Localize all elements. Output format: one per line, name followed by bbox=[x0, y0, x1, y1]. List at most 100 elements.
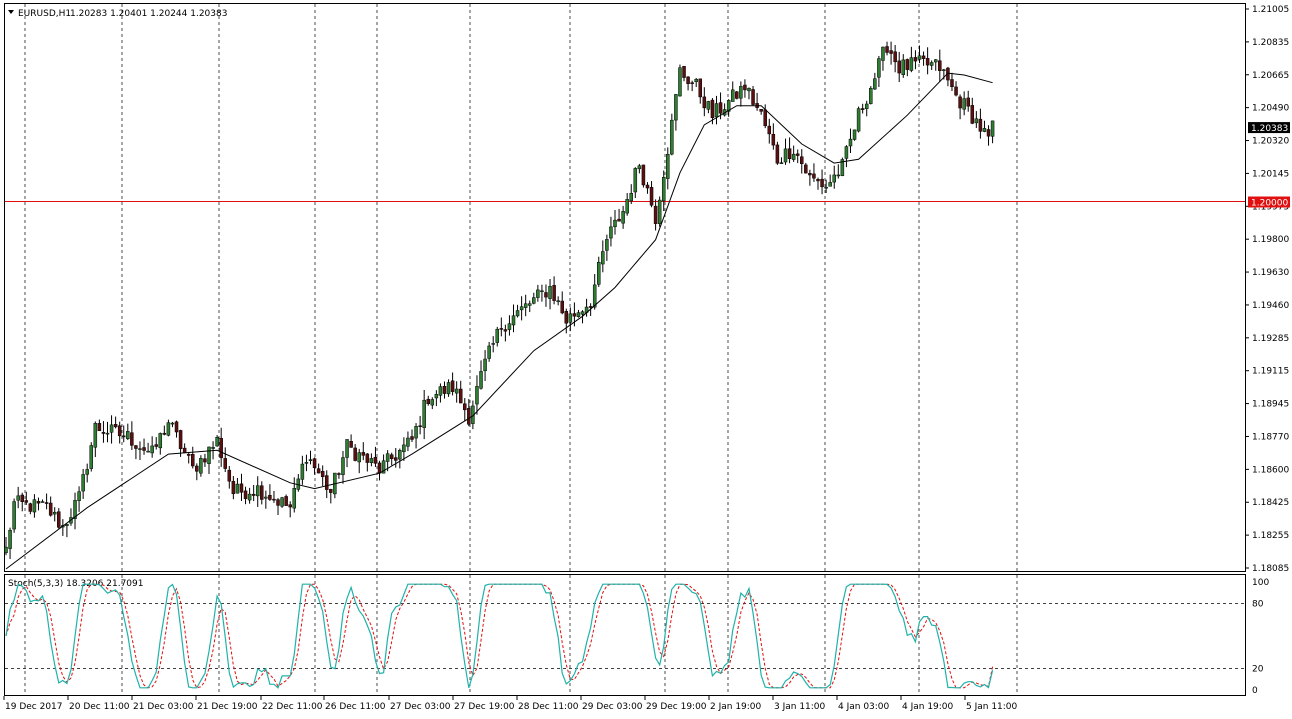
time-tick-label: 29 Dec 03:00 bbox=[582, 702, 643, 712]
candle bbox=[901, 54, 906, 78]
candle bbox=[32, 494, 37, 518]
candle bbox=[333, 472, 337, 499]
time-tick-label: 4 Jan 19:00 bbox=[902, 702, 954, 712]
time-tick-label: 5 Jan 11:00 bbox=[966, 702, 1018, 712]
candle bbox=[154, 437, 158, 450]
symbol-dropdown-icon[interactable] bbox=[8, 10, 14, 14]
candle bbox=[974, 111, 979, 128]
candle bbox=[897, 51, 901, 83]
candle bbox=[848, 128, 853, 154]
candle bbox=[946, 66, 950, 87]
candle bbox=[280, 496, 284, 508]
candle bbox=[337, 472, 341, 479]
time-tick-label: 21 Dec 19:00 bbox=[197, 702, 258, 712]
candle bbox=[219, 427, 223, 467]
stochastic-label: Stoch(5,3,3) 18.3206 21.7091 bbox=[8, 579, 143, 589]
candle bbox=[783, 138, 788, 165]
candle bbox=[889, 41, 893, 65]
price-tick-label: 1.18085 bbox=[1252, 564, 1289, 574]
stoch-tick-label: 80 bbox=[1252, 600, 1264, 610]
candle bbox=[134, 444, 138, 460]
candlesticks bbox=[4, 41, 995, 560]
candle bbox=[158, 432, 163, 455]
candle bbox=[36, 497, 41, 511]
candle bbox=[666, 147, 670, 190]
candle bbox=[726, 99, 731, 117]
candle bbox=[24, 491, 29, 505]
candle bbox=[548, 278, 552, 310]
price-tick-label: 1.20665 bbox=[1252, 71, 1289, 81]
candle bbox=[690, 80, 694, 92]
candle bbox=[844, 145, 849, 168]
candle bbox=[670, 113, 674, 156]
candle bbox=[759, 109, 763, 115]
candle bbox=[495, 326, 500, 347]
stochastic-main-line bbox=[5, 583, 994, 689]
time-tick-label: 3 Jan 11:00 bbox=[774, 702, 826, 712]
candle bbox=[426, 395, 430, 406]
candle bbox=[268, 484, 272, 501]
candle bbox=[117, 421, 122, 444]
candle bbox=[978, 108, 983, 139]
candle bbox=[223, 447, 227, 473]
candle bbox=[345, 439, 349, 468]
candle bbox=[779, 157, 784, 164]
candle bbox=[174, 420, 179, 438]
candle bbox=[556, 296, 560, 306]
stoch-tick-label: 20 bbox=[1252, 664, 1264, 674]
candle bbox=[231, 476, 236, 500]
candle bbox=[694, 77, 698, 88]
candle bbox=[162, 425, 167, 436]
candle bbox=[296, 474, 301, 492]
candle bbox=[446, 379, 451, 397]
candle bbox=[860, 103, 865, 114]
candle bbox=[255, 476, 260, 507]
candle bbox=[986, 125, 991, 146]
candle bbox=[938, 49, 942, 82]
candle bbox=[597, 256, 601, 287]
candle bbox=[227, 466, 232, 489]
candle bbox=[73, 492, 77, 530]
candle bbox=[795, 149, 800, 164]
candle bbox=[605, 234, 609, 261]
candle bbox=[637, 163, 642, 174]
candle bbox=[373, 446, 378, 467]
candle bbox=[320, 465, 325, 486]
candle bbox=[686, 76, 690, 91]
candle bbox=[394, 448, 398, 468]
candle bbox=[52, 507, 57, 522]
price-tick-label: 1.18770 bbox=[1252, 432, 1289, 442]
candle bbox=[929, 60, 934, 70]
candle bbox=[800, 149, 804, 174]
time-tick-label: 27 Dec 03:00 bbox=[390, 702, 451, 712]
candle bbox=[44, 493, 49, 510]
candle bbox=[767, 118, 772, 144]
candle bbox=[966, 90, 970, 112]
price-tick-label: 1.18945 bbox=[1252, 400, 1289, 410]
time-tick-label: 28 Dec 11:00 bbox=[518, 702, 579, 712]
candle bbox=[130, 421, 134, 451]
candle bbox=[613, 209, 617, 235]
candle bbox=[832, 165, 836, 189]
candle bbox=[89, 442, 94, 472]
candle bbox=[804, 162, 808, 174]
candle bbox=[743, 79, 747, 98]
candle bbox=[308, 450, 313, 465]
time-tick-label: 19 Dec 2017 bbox=[5, 702, 63, 712]
candle bbox=[48, 496, 53, 517]
price-axis: 1.21005 1.20835 1.20665 1.20490 1.20320 1.201… bbox=[1245, 5, 1289, 574]
candle bbox=[507, 315, 512, 336]
svg-text:1.20000: 1.20000 bbox=[1251, 199, 1288, 209]
candle bbox=[921, 51, 926, 66]
candle bbox=[142, 438, 146, 455]
candle bbox=[365, 453, 370, 472]
stoch-tick-label: 0 bbox=[1252, 686, 1258, 696]
candle bbox=[97, 419, 102, 432]
price-tick-label: 1.19115 bbox=[1252, 367, 1289, 377]
candle bbox=[730, 81, 735, 102]
candle bbox=[260, 481, 264, 505]
candle bbox=[349, 434, 353, 448]
candle bbox=[288, 501, 292, 518]
candle bbox=[389, 452, 394, 466]
